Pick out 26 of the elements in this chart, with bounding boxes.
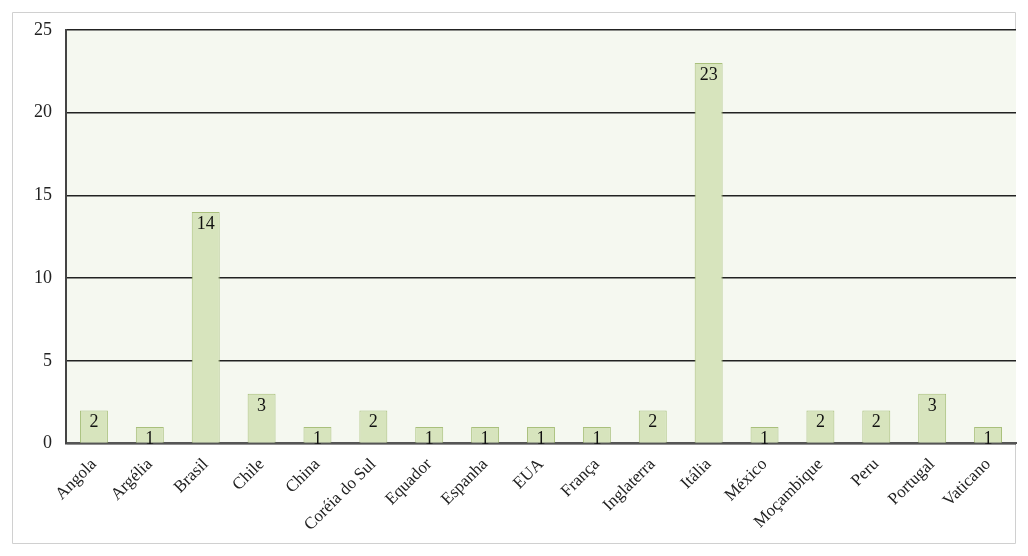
y-tick-label: 10 — [34, 266, 52, 287]
data-label: 23 — [699, 63, 718, 84]
data-label: 1 — [480, 427, 490, 448]
y-tick-label: 20 — [34, 101, 52, 122]
data-label: 1 — [760, 427, 770, 448]
data-label: 2 — [815, 411, 825, 432]
data-label: 3 — [927, 394, 937, 415]
data-label: 3 — [257, 394, 267, 415]
y-tick-label: 25 — [34, 18, 52, 39]
data-label: 1 — [424, 427, 434, 448]
x-tick-label: EUA — [508, 453, 548, 493]
y-tick-label: 15 — [34, 184, 52, 205]
y-tick-label: 0 — [43, 432, 52, 453]
y-tick-label: 5 — [43, 349, 52, 370]
x-tick-label: Itália — [676, 453, 715, 493]
data-label: 1 — [145, 427, 155, 448]
data-label: 14 — [196, 212, 215, 233]
data-label: 2 — [648, 411, 658, 432]
x-tick-label: Peru — [846, 453, 883, 490]
data-label: 1 — [312, 427, 322, 448]
data-label: 1 — [983, 427, 993, 448]
data-label: 1 — [536, 427, 546, 448]
data-label: 2 — [871, 411, 881, 432]
data-label: 2 — [368, 411, 378, 432]
data-label: 2 — [89, 411, 99, 432]
data-label: 1 — [592, 427, 602, 448]
